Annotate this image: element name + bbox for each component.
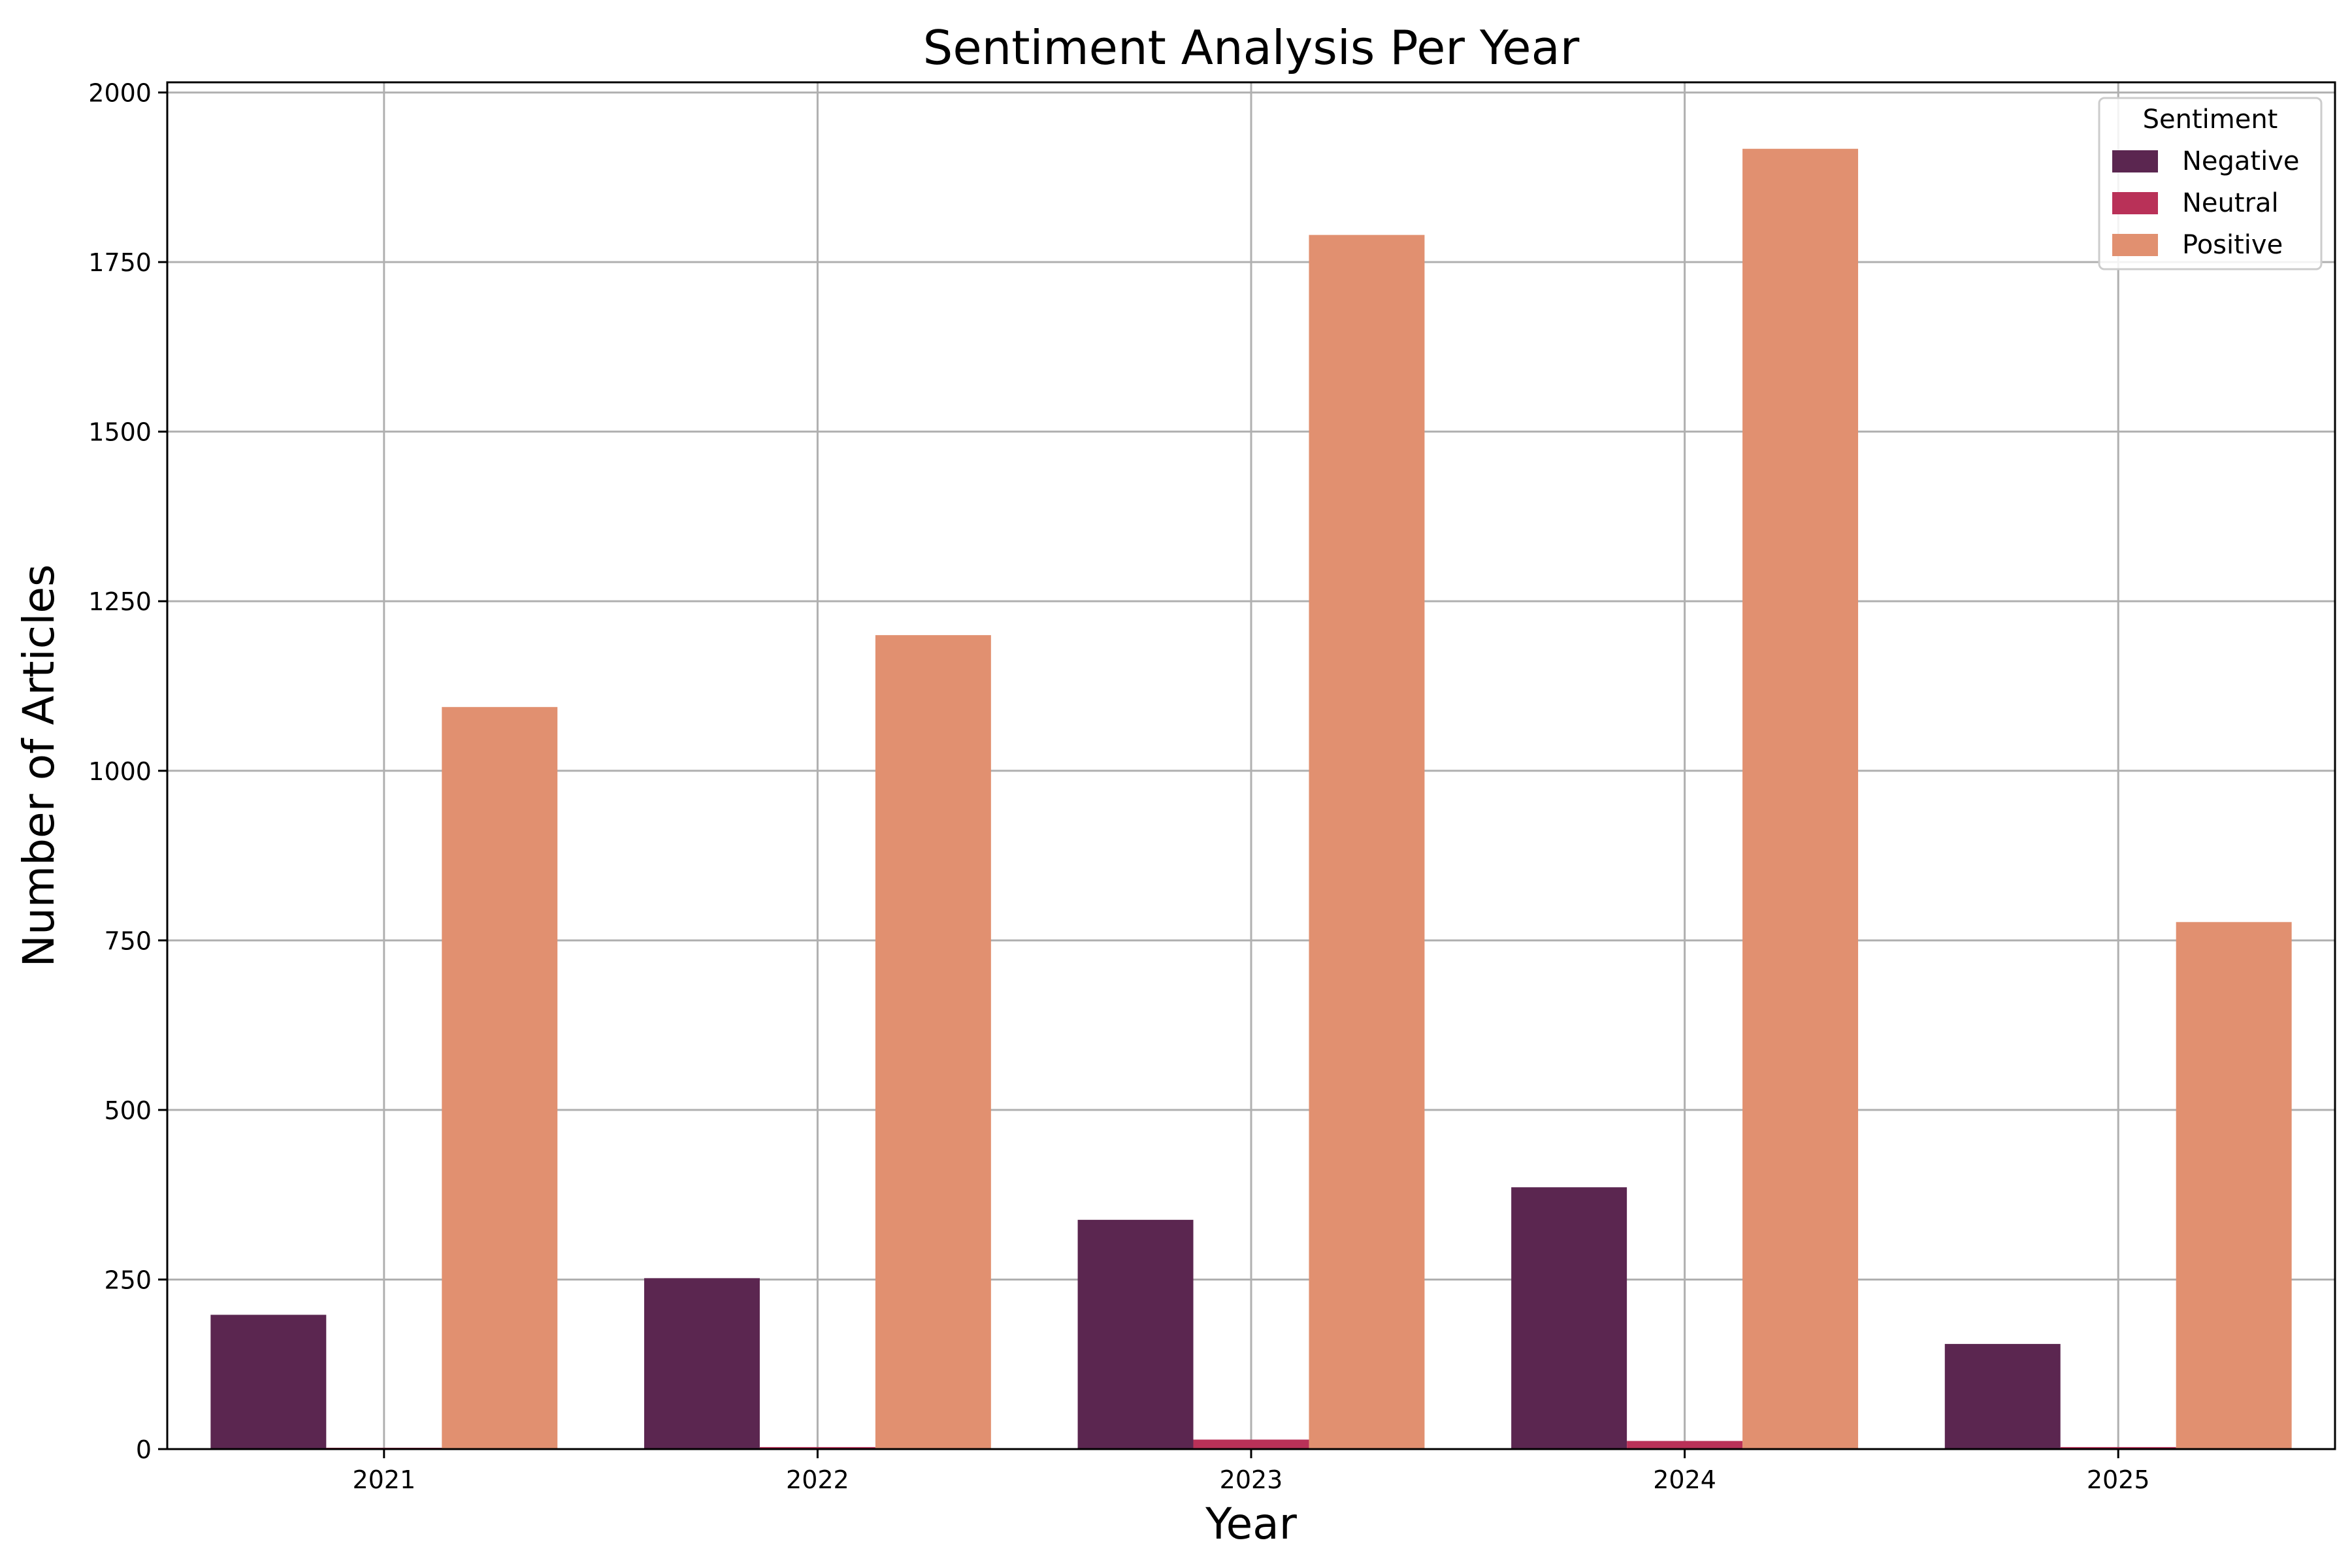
y-axis-ticks: 0 250 500 750 1000 1250 1500 1750 2000 xyxy=(88,79,167,1464)
bar-negative-2023 xyxy=(1077,1220,1194,1449)
legend-swatch-positive xyxy=(2112,234,2158,256)
bar-positive-2022 xyxy=(875,635,991,1449)
bar-neutral-2025 xyxy=(2060,1446,2176,1449)
bar-neutral-2023 xyxy=(1193,1439,1309,1449)
x-axis-ticks: 2021 2022 2023 2024 2025 xyxy=(352,1449,2150,1494)
y-tick-label: 750 xyxy=(104,926,152,955)
y-tick-label: 500 xyxy=(104,1096,152,1125)
bar-negative-2021 xyxy=(210,1315,327,1449)
bar-positive-2023 xyxy=(1309,235,1425,1449)
chart-title: Sentiment Analysis Per Year xyxy=(923,20,1580,75)
bar-neutral-2024 xyxy=(1627,1441,1743,1449)
legend-frame xyxy=(2098,97,2323,270)
y-tick-label: 1250 xyxy=(88,587,152,616)
y-tick-label: 2000 xyxy=(88,79,152,108)
bar-positive-2021 xyxy=(442,707,558,1449)
legend-label-positive: Positive xyxy=(2182,230,2283,260)
x-tick-label: 2024 xyxy=(1653,1465,1716,1494)
legend-swatch-neutral xyxy=(2112,192,2158,214)
y-tick-label: 0 xyxy=(136,1435,152,1464)
bar-negative-2024 xyxy=(1511,1187,1627,1449)
legend-swatch-negative xyxy=(2112,150,2158,172)
legend-label-negative: Negative xyxy=(2182,146,2300,176)
y-tick-label: 1000 xyxy=(88,757,152,786)
y-tick-label: 250 xyxy=(104,1266,152,1294)
legend-items: Negative Neutral Positive xyxy=(2112,146,2300,260)
bar-positive-2025 xyxy=(2176,922,2292,1449)
x-tick-label: 2025 xyxy=(2087,1465,2150,1494)
bar-negative-2022 xyxy=(644,1278,760,1449)
bar-negative-2025 xyxy=(1944,1344,2061,1449)
grid-lines xyxy=(167,82,2335,1450)
y-tick-label: 1750 xyxy=(88,248,152,277)
x-tick-label: 2023 xyxy=(1220,1465,1283,1494)
bar-positive-2024 xyxy=(1742,148,1859,1450)
y-axis-label: Number of Articles xyxy=(14,564,64,968)
y-tick-label: 1500 xyxy=(88,418,152,447)
x-axis-label: Year xyxy=(1205,1499,1298,1549)
bars xyxy=(210,148,2292,1450)
x-tick-label: 2021 xyxy=(352,1465,416,1494)
bar-neutral-2022 xyxy=(759,1446,875,1449)
legend-label-neutral: Neutral xyxy=(2182,188,2279,218)
legend: Sentiment Negative Neutral Positive xyxy=(2098,97,2323,270)
x-tick-label: 2022 xyxy=(786,1465,849,1494)
legend-title: Sentiment xyxy=(2143,105,2278,135)
